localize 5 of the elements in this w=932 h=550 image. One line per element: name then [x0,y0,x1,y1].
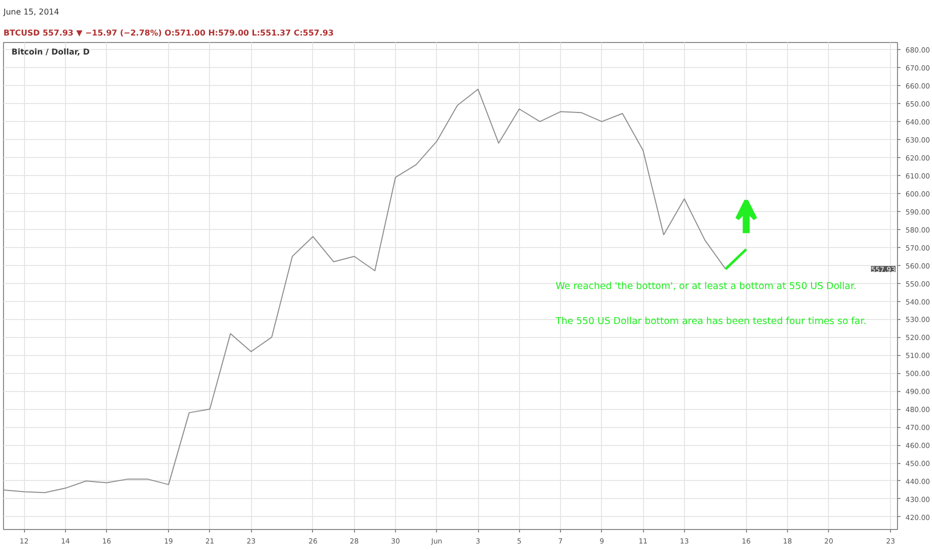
text: BTCUSD 557.93 ▼ −15.97 (−2.78%) O:571.00 H:579.00 L:551.37 C:557.93 [4,28,334,38]
chart-subtitle: June 15, 2014 [2,8,60,16]
text: Bitcoin / Dollar, D [12,48,90,56]
annotation: The 550 US Dollar bottom area has been tested four times so far. [554,316,866,328]
annotation: We reached 'the bottom', or at least a bottom at 550 US Dollar. [556,281,857,292]
